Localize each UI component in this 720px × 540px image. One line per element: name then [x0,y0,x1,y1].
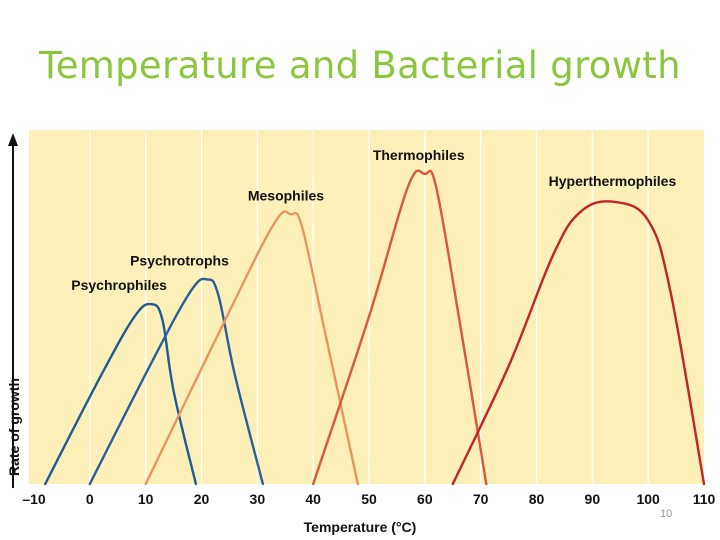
series-line-mesophiles [144,210,359,486]
x-tick-label: 60 [417,491,433,507]
x-tick-label: 0 [86,491,94,507]
x-tick-label: 50 [361,491,377,507]
series-label-psychrophiles: Psychrophiles [71,277,167,293]
series-label-hyperthermophiles: Hyperthermophiles [549,173,677,189]
series-label-mesophiles: Mesophiles [248,187,324,203]
x-tick-label: 70 [473,491,489,507]
x-axis-label: Temperature (°C) [304,519,417,535]
x-tick-label: 100 [636,491,660,507]
series-line-psychrophiles [44,302,198,486]
series-line-thermophiles [312,169,488,486]
series-label-psychrotrophs: Psychrotrophs [130,252,229,268]
slide-title: Temperature and Bacterial growth [39,44,681,87]
x-tick-label: 80 [529,491,545,507]
series-label-thermophiles: Thermophiles [373,147,465,163]
y-axis-arrow [8,133,18,146]
y-axis-label: Rate of growth [6,378,22,476]
series-line-hyperthermophiles [451,200,706,486]
x-tick-label: 10 [138,491,154,507]
x-tick-label: 110 [693,491,716,507]
x-tick-label: 30 [250,491,266,507]
series-line-psychrotrophs [88,277,265,486]
x-tick-label: 90 [585,491,601,507]
x-tick-label: –10 [22,491,46,507]
x-tick-label: 40 [305,491,321,507]
page-number: 10 [660,508,673,520]
x-tick-label: 20 [194,491,210,507]
